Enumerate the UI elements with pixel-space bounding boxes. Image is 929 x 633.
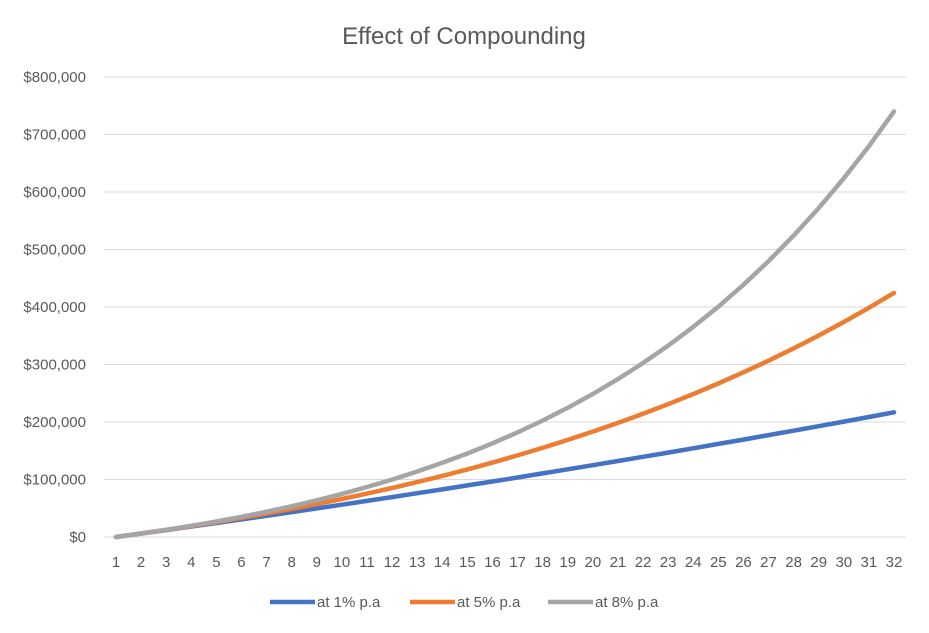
x-tick-label: 29 — [810, 554, 827, 571]
series-line-3 — [113, 109, 897, 540]
x-tick-label: 2 — [137, 554, 145, 571]
y-tick-label: $500,000 — [23, 242, 86, 259]
x-tick-label: 22 — [635, 554, 652, 571]
x-tick-label: 28 — [785, 554, 802, 571]
x-tick-label: 7 — [262, 554, 270, 571]
gridlines — [104, 76, 906, 538]
x-tick-label: 12 — [384, 554, 401, 571]
legend-label: at 1% p.a — [317, 594, 381, 611]
x-tick-label: 27 — [760, 554, 777, 571]
x-tick-label: 21 — [610, 554, 627, 571]
legend-item[interactable]: at 5% p.a — [410, 594, 521, 611]
y-tick-label: $0 — [69, 529, 86, 546]
legend-label: at 5% p.a — [457, 594, 521, 611]
x-tick-label: 18 — [534, 554, 551, 571]
x-tick-label: 10 — [334, 554, 351, 571]
x-tick-label: 17 — [509, 554, 526, 571]
chart-title: Effect of Compounding — [342, 23, 586, 50]
x-tick-label: 4 — [187, 554, 195, 571]
x-tick-label: 3 — [162, 554, 170, 571]
legend-item[interactable]: at 1% p.a — [270, 594, 381, 611]
x-tick-label: 26 — [735, 554, 752, 571]
y-tick-label: $600,000 — [23, 184, 86, 201]
x-tick-label: 24 — [685, 554, 702, 571]
x-axis-labels: 1 2 3 4 5 6 7 8 9 10 11 12 13 14 15 16 17 18 19 20 21 22 23 24 2… — [112, 554, 903, 571]
x-tick-label: 19 — [559, 554, 576, 571]
y-tick-label: $400,000 — [23, 299, 86, 316]
x-tick-label: 8 — [288, 554, 296, 571]
x-tick-label: 23 — [660, 554, 677, 571]
x-tick-label: 1 — [112, 554, 120, 571]
y-tick-label: $300,000 — [23, 357, 86, 374]
y-axis-labels: $0 $100,000 $200,000 $300,000 $400,000 $500,0… — [23, 69, 86, 546]
legend-item[interactable]: at 8% p.a — [548, 594, 659, 611]
y-tick-label: $200,000 — [23, 414, 86, 431]
x-tick-label: 31 — [861, 554, 878, 571]
x-tick-label: 32 — [886, 554, 903, 571]
series-line-2 — [113, 290, 897, 540]
x-tick-label: 13 — [409, 554, 426, 571]
x-tick-label: 9 — [313, 554, 321, 571]
x-tick-label: 14 — [434, 554, 451, 571]
series-lines — [113, 109, 897, 540]
legend: at 1% p.a at 5% p.a at 8% p.a — [270, 594, 659, 611]
x-tick-label: 6 — [237, 554, 245, 571]
x-tick-label: 5 — [212, 554, 220, 571]
x-tick-label: 16 — [484, 554, 501, 571]
x-tick-label: 25 — [710, 554, 727, 571]
y-tick-label: $100,000 — [23, 472, 86, 489]
x-tick-label: 15 — [459, 554, 476, 571]
x-tick-label: 30 — [835, 554, 852, 571]
y-tick-label: $700,000 — [23, 127, 86, 144]
x-tick-label: 20 — [584, 554, 601, 571]
legend-label: at 8% p.a — [595, 594, 659, 611]
x-tick-label: 11 — [359, 554, 375, 571]
y-tick-label: $800,000 — [23, 69, 86, 86]
